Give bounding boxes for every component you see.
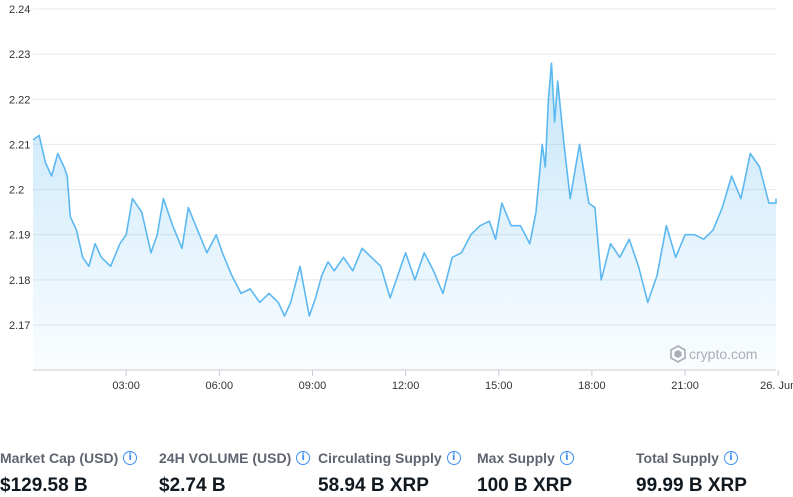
y-tick-label: 2.19 <box>9 230 30 242</box>
x-tick-label: 21:00 <box>671 380 699 392</box>
y-tick-label: 2.21 <box>9 139 30 151</box>
price-area-fill <box>33 63 776 370</box>
x-tick-label: 15:00 <box>485 380 513 392</box>
watermark: crypto.com <box>670 345 757 363</box>
x-tick-label: 06:00 <box>206 380 234 392</box>
y-tick-label: 2.17 <box>9 320 30 332</box>
x-tick-label: 18:00 <box>578 380 606 392</box>
y-tick-label: 2.18 <box>9 275 30 287</box>
stats-bar: Market Cap (USD) i $129.58 B 24H VOLUME (… <box>0 448 793 497</box>
x-tick-label: 03:00 <box>112 380 140 392</box>
y-tick-label: 2.24 <box>9 4 30 16</box>
info-icon[interactable]: i <box>723 451 738 465</box>
stat-label: Market Cap (USD) <box>0 450 119 466</box>
stat-total-supply: Total Supply i 99.99 B XRP <box>636 448 747 497</box>
stat-value: 58.94 B XRP <box>318 475 429 496</box>
stat-circulating-supply: Circulating Supply i 58.94 B XRP <box>318 448 461 497</box>
x-tick-label: 09:00 <box>299 380 327 392</box>
crypto-com-logo-icon <box>670 345 686 363</box>
x-tick-label: 26. Jun <box>760 380 793 392</box>
y-tick-label: 2.23 <box>9 49 30 61</box>
stat-24h-volume: 24H VOLUME (USD) i $2.74 B <box>159 448 311 497</box>
info-icon[interactable]: i <box>296 451 311 465</box>
y-tick-label: 2.2 <box>9 185 24 197</box>
stat-max-supply: Max Supply i 100 B XRP <box>477 448 574 497</box>
info-icon[interactable]: i <box>446 451 461 465</box>
y-axis-labels: 2.24 2.23 2.22 2.21 2.2 2.19 2.18 2.17 <box>9 4 30 332</box>
info-icon[interactable]: i <box>559 451 574 465</box>
watermark-text: crypto.com <box>689 346 757 362</box>
stat-label: Max Supply <box>477 450 555 466</box>
stat-value: $129.58 B <box>0 475 88 496</box>
price-series-line <box>32 62 777 317</box>
stat-market-cap: Market Cap (USD) i $129.58 B <box>0 448 138 497</box>
x-axis-labels: 03:00 06:00 09:00 12:00 15:00 18:00 21:00 26. J… <box>112 370 793 392</box>
y-tick-label: 2.22 <box>9 94 30 106</box>
stat-value: 100 B XRP <box>477 475 573 496</box>
stat-label: Total Supply <box>636 450 719 466</box>
price-chart: 2.24 2.23 2.22 2.21 2.2 2.19 2.18 2.17 03:00 06:… <box>9 4 793 392</box>
info-icon[interactable]: i <box>123 451 138 465</box>
stat-value: $2.74 B <box>159 475 226 496</box>
stat-value: 99.99 B XRP <box>636 475 747 496</box>
stat-label: 24H VOLUME (USD) <box>159 450 292 466</box>
stat-label: Circulating Supply <box>318 450 442 466</box>
x-tick-label: 12:00 <box>392 380 420 392</box>
